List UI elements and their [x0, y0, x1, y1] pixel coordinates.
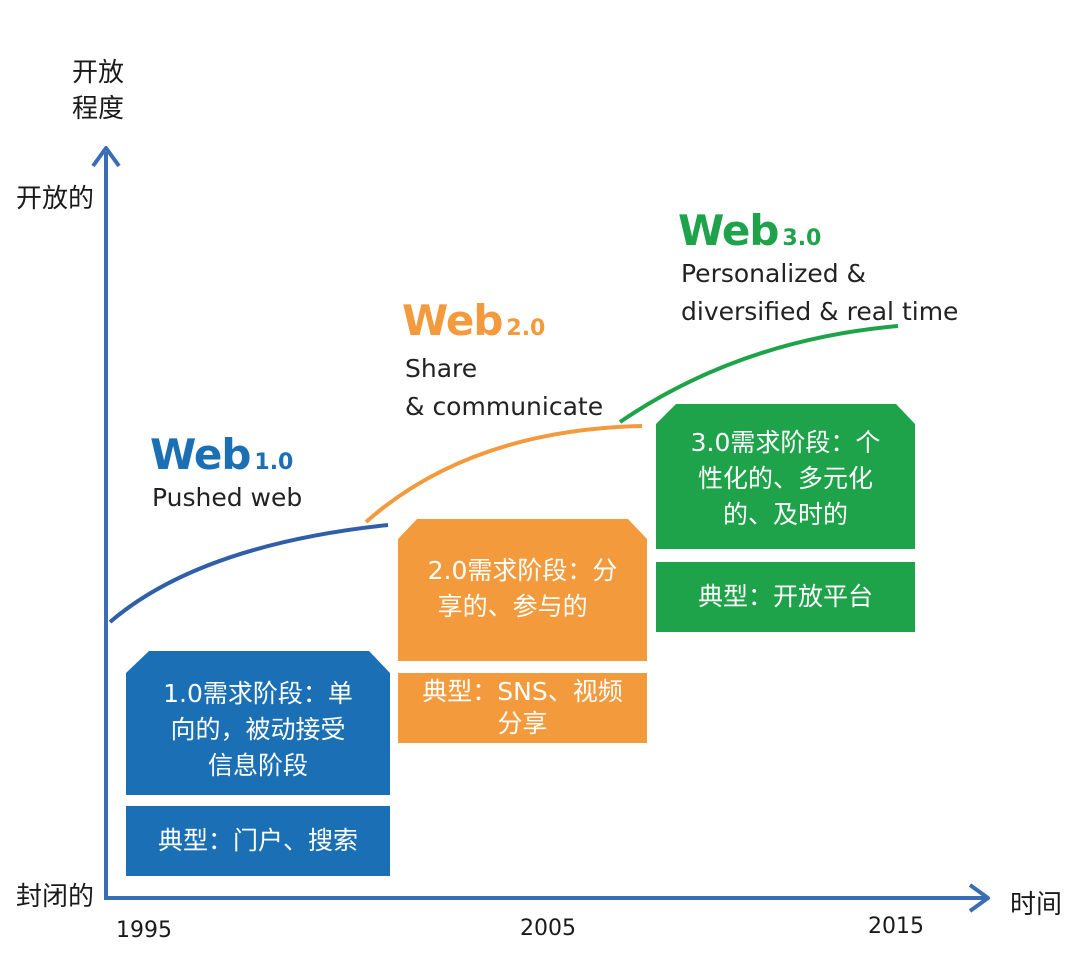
web3-description-line: diversified & real time — [681, 297, 959, 326]
y-axis-label-line2: 程度 — [72, 94, 125, 124]
web3-version: 3.0 — [782, 226, 822, 251]
web1-description-line: Pushed web — [152, 483, 303, 512]
web2-description: Share & communicate — [405, 350, 603, 426]
web2-typical-text: 典型：SNS、视频 分享 — [398, 673, 647, 743]
y-axis-bottom-label: 封闭的 — [16, 882, 95, 912]
web1-version: 1.0 — [254, 450, 294, 475]
web3-typical-box — [656, 562, 915, 632]
web2-typical-box — [398, 673, 647, 743]
web1-need-line: 向的，被动接受 — [170, 715, 346, 744]
web3-description-line: Personalized & — [681, 259, 867, 288]
x-tick-2005: 2005 — [520, 916, 576, 941]
web3-description: Personalized & diversified & real time — [681, 255, 958, 331]
y-axis-label-line1: 开放 — [72, 58, 125, 88]
web1-typical-box — [126, 806, 390, 876]
web2-title: Web 2.0 — [402, 296, 545, 345]
web2-description-line: & communicate — [405, 392, 604, 421]
web2-title-word: Web — [402, 296, 503, 345]
x-tick-1995: 1995 — [116, 918, 172, 943]
web3-title: Web 3.0 — [678, 206, 821, 255]
x-axis-arrow — [968, 883, 990, 913]
web2-need-text: 2.0需求阶段：分 享的、参与的 — [398, 536, 647, 642]
web1-title-word: Web — [150, 430, 251, 479]
web2-need-line: 享的、参与的 — [437, 592, 588, 621]
web1-need-line: 信息阶段 — [207, 751, 308, 780]
web3-need-line: 性化的、多元化 — [697, 464, 873, 493]
web2-description-line: Share — [405, 354, 478, 383]
web1-typical-line: 典型：门户、搜索 — [157, 826, 358, 855]
web3-need-line: 3.0需求阶段：个 — [690, 428, 881, 457]
x-axis-label: 时间 — [1010, 890, 1063, 920]
web2-typical-line: 典型：SNS、视频 — [422, 677, 623, 706]
web1-description: Pushed web — [152, 479, 302, 517]
web3-need-text: 3.0需求阶段：个 性化的、多元化 的、及时的 — [656, 420, 915, 538]
web1-need-line: 1.0需求阶段：单 — [163, 679, 353, 708]
web3-need-box — [656, 404, 915, 549]
web2-typical-line: 分享 — [497, 709, 548, 738]
web1-typical-text: 典型：门户、搜索 — [126, 806, 390, 876]
web1-curve — [108, 523, 389, 624]
web3-title-word: Web — [678, 206, 779, 255]
web1-need-text: 1.0需求阶段：单 向的，被动接受 信息阶段 — [126, 665, 390, 795]
web2-version: 2.0 — [506, 316, 546, 341]
y-axis-arrow — [91, 146, 121, 168]
web1-title: Web 1.0 — [150, 430, 293, 479]
web1-need-box — [126, 651, 390, 795]
web3-typical-text: 典型：开放平台 — [656, 562, 915, 632]
web3-curve — [618, 324, 899, 424]
x-tick-2015: 2015 — [868, 914, 924, 939]
web2-curve — [364, 424, 643, 524]
y-axis-top-label: 开放的 — [16, 184, 95, 214]
web3-typical-line: 典型：开放平台 — [697, 582, 873, 611]
web2-need-box — [398, 519, 647, 661]
web2-need-line: 2.0需求阶段：分 — [427, 556, 618, 585]
web3-need-line: 的、及时的 — [722, 500, 848, 529]
